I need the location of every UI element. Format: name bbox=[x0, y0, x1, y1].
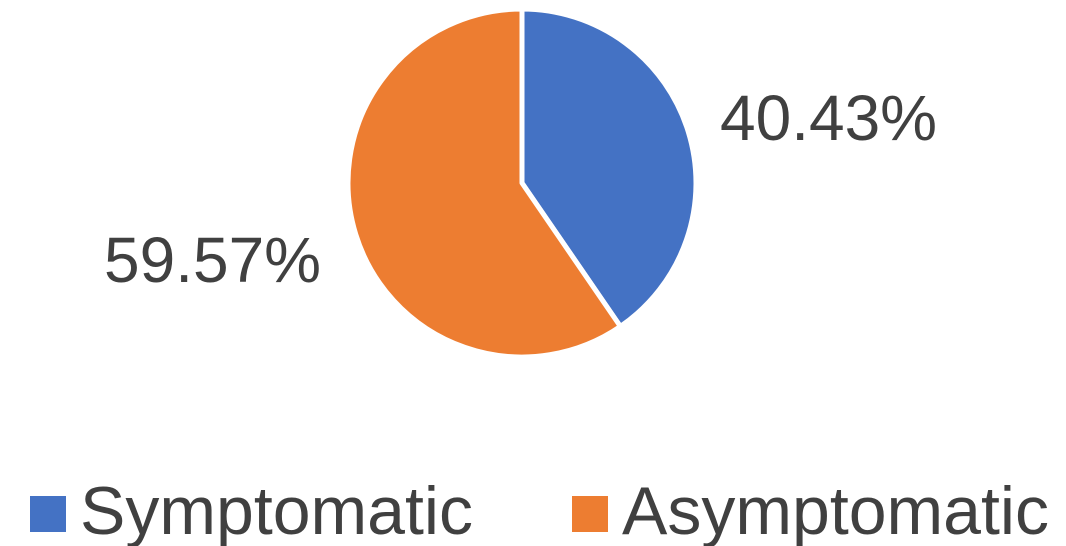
data-label-asymptomatic: 59.57% bbox=[104, 224, 321, 296]
pie-slice-symptomatic bbox=[519, 6, 699, 329]
data-label-symptomatic: 40.43% bbox=[720, 82, 937, 154]
legend: Symptomatic Asymptomatic bbox=[30, 473, 1049, 546]
pie-slices bbox=[345, 6, 699, 360]
legend-swatch-asymptomatic bbox=[572, 496, 608, 532]
legend-label-symptomatic: Symptomatic bbox=[80, 473, 473, 546]
legend-label-asymptomatic: Asymptomatic bbox=[622, 473, 1049, 546]
legend-swatch-symptomatic bbox=[30, 496, 66, 532]
pie-slice-asymptomatic bbox=[345, 6, 623, 360]
